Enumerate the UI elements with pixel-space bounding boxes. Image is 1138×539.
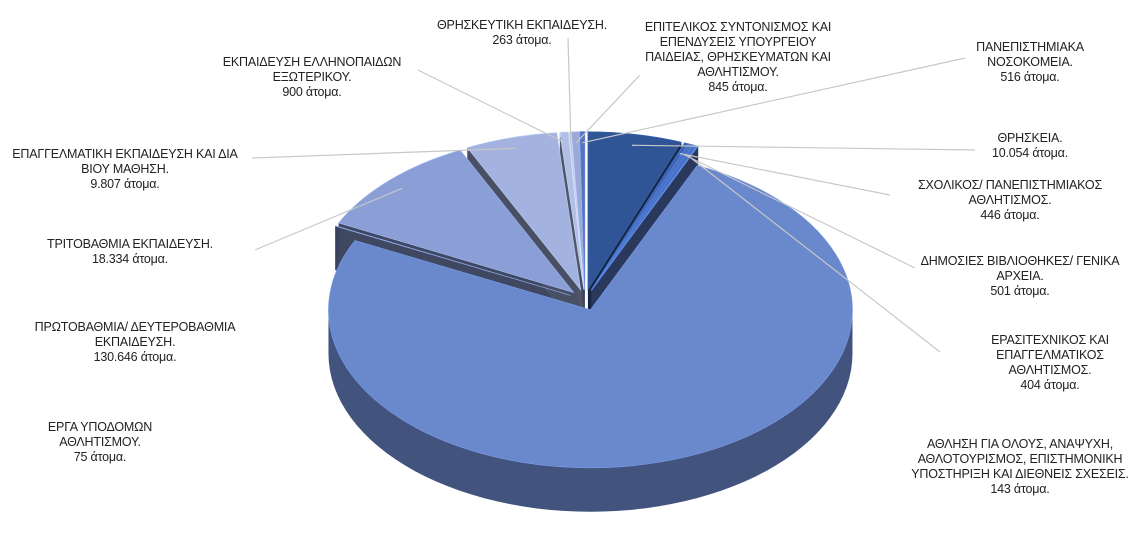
data-label: ΑΘΛΗΣΗ ΓΙΑ ΟΛΟΥΣ, ΑΝΑΨΥΧΗ, ΑΘΛΟΤΟΥΡΙΣΜΟΣ…	[905, 437, 1135, 497]
leader-line	[582, 57, 966, 144]
value-label: 263 άτομα.	[492, 33, 552, 47]
data-label: ΕΡΓΑ ΥΠΟΔΟΜΩΝ ΑΘΛΗΤΙΣΜΟΥ. 75 άτομα.	[20, 420, 180, 465]
value-label: 404 άτομα.	[1020, 378, 1080, 392]
value-label: 143 άτομα.	[990, 482, 1050, 496]
value-label: 900 άτομα.	[282, 85, 342, 99]
leader-line	[417, 69, 566, 144]
category-label: ΕΠΑΓΓΕΛΜΑΤΙΚΗ ΕΚΠΑΙΔΕΥΣΗ ΚΑΙ ΔΙΑ ΒΙΟΥ ΜΑ…	[12, 147, 238, 176]
slice	[328, 165, 853, 469]
data-label: ΕΚΠΑΙΔΕΥΣΗ ΕΛΛΗΝΟΠΑΙΔΩΝ ΕΞΩΤΕΡΙΚΟΥ. 900 ά…	[197, 55, 427, 100]
category-label: ΘΡΗΣΚΕΥΤΙΚΗ ΕΚΠΑΙΔΕΥΣΗ.	[437, 18, 607, 32]
value-label: 501 άτομα.	[990, 284, 1050, 298]
leader-line	[683, 153, 916, 269]
leader-line	[567, 37, 572, 143]
data-label: ΘΡΗΣΚΕΙΑ. 10.054 άτομα.	[940, 131, 1120, 161]
data-label: ΕΠΑΓΓΕΛΜΑΤΙΚΗ ΕΚΠΑΙΔΕΥΣΗ ΚΑΙ ΔΙΑ ΒΙΟΥ ΜΑ…	[0, 147, 250, 192]
slice	[571, 131, 585, 290]
category-label: ΕΚΠΑΙΔΕΥΣΗ ΕΛΛΗΝΟΠΑΙΔΩΝ ΕΞΩΤΕΡΙΚΟΥ.	[222, 55, 402, 84]
data-label: ΣΧΟΛΙΚΟΣ/ ΠΑΝΕΠΙΣΤΗΜΙΑΚΟΣ ΑΘΛΗΤΙΣΜΟΣ. 446…	[895, 178, 1125, 223]
leader-line	[679, 152, 891, 196]
data-label: ΠΑΝΕΠΙΣΤΗΜΙΑΚΑ ΝΟΣΟΚΟΜΕΙΑ. 516 άτομα.	[960, 40, 1100, 85]
category-label: ΕΡΓΑ ΥΠΟΔΟΜΩΝ ΑΘΛΗΤΙΣΜΟΥ.	[47, 420, 153, 449]
leader-line	[251, 147, 516, 159]
leader-line	[254, 187, 403, 251]
value-label: 18.334 άτομα.	[92, 252, 168, 266]
data-label: ΕΠΙΤΕΛΙΚΟΣ ΣΥΝΤΟΝΙΣΜΟΣ ΚΑΙ ΕΠΕΝΔΥΣΕΙΣ ΥΠ…	[638, 20, 838, 95]
category-label: ΔΗΜΟΣΙΕΣ ΒΙΒΛΙΟΘΗΚΕΣ/ ΓΕΝΙΚΑ ΑΡΧΕΙΑ.	[920, 254, 1120, 283]
value-label: 446 άτομα.	[980, 208, 1040, 222]
category-label: ΕΡΑΣΙΤΕΧΝΙΚΟΣ ΚΑΙ ΕΠΑΓΓΕΛΜΑΤΙΚΟΣ ΑΘΛΗΤΙΣ…	[991, 333, 1109, 377]
slice	[334, 225, 571, 296]
category-label: ΠΑΝΕΠΙΣΤΗΜΙΑΚΑ ΝΟΣΟΚΟΜΕΙΑ.	[976, 40, 1084, 69]
category-label: ΑΘΛΗΣΗ ΓΙΑ ΟΛΟΥΣ, ΑΝΑΨΥΧΗ, ΑΘΛΟΤΟΥΡΙΣΜΟΣ…	[911, 437, 1129, 481]
leader-line	[687, 155, 941, 353]
slice	[466, 132, 582, 292]
category-label: ΕΠΙΤΕΛΙΚΟΣ ΣΥΝΤΟΝΙΣΜΟΣ ΚΑΙ ΕΠΕΝΔΥΣΕΙΣ ΥΠ…	[644, 20, 832, 79]
category-label: ΘΡΗΣΚΕΙΑ.	[997, 131, 1063, 145]
leader-line	[575, 74, 641, 144]
value-label: 516 άτομα.	[1000, 70, 1060, 84]
slice	[587, 131, 682, 291]
leader-line	[632, 144, 976, 151]
data-label: ΤΡΙΤΟΒΑΘΜΙΑ ΕΚΠΑΙΔΕΥΣΗ. 18.334 άτομα.	[10, 237, 250, 267]
data-label: ΠΡΩΤΟΒΑΘΜΙΑ/ ΔΕΥΤΕΡΟΒΑΘΜΙΑ ΕΚΠΑΙΔΕΥΣΗ. 13…	[5, 320, 265, 365]
data-label: ΘΡΗΣΚΕΥΤΙΚΗ ΕΚΠΑΙΔΕΥΣΗ. 263 άτομα.	[407, 18, 637, 48]
data-label: ΔΗΜΟΣΙΕΣ ΒΙΒΛΙΟΘΗΚΕΣ/ ΓΕΝΙΚΑ ΑΡΧΕΙΑ. 501 …	[915, 254, 1125, 299]
slice	[579, 131, 586, 290]
value-label: 10.054 άτομα.	[992, 146, 1068, 160]
value-label: 75 άτομα.	[73, 450, 127, 464]
value-label: 9.807 άτομα.	[90, 177, 160, 191]
category-label: ΣΧΟΛΙΚΟΣ/ ΠΑΝΕΠΙΣΤΗΜΙΑΚΟΣ ΑΘΛΗΤΙΣΜΟΣ.	[918, 178, 1102, 207]
category-label: ΠΡΩΤΟΒΑΘΜΙΑ/ ΔΕΥΤΕΡΟΒΑΘΜΙΑ ΕΚΠΑΙΔΕΥΣΗ.	[34, 320, 236, 349]
value-label: 130.646 άτομα.	[93, 350, 177, 364]
category-label: ΤΡΙΤΟΒΑΘΜΙΑ ΕΚΠΑΙΔΕΥΣΗ.	[47, 237, 213, 251]
value-label: 845 άτομα.	[708, 80, 768, 94]
slice	[338, 149, 575, 294]
slice	[559, 131, 585, 290]
data-label: ΕΡΑΣΙΤΕΧΝΙΚΟΣ ΚΑΙ ΕΠΑΓΓΕΛΜΑΤΙΚΟΣ ΑΘΛΗΤΙΣ…	[960, 333, 1138, 393]
slice-side	[328, 309, 853, 512]
